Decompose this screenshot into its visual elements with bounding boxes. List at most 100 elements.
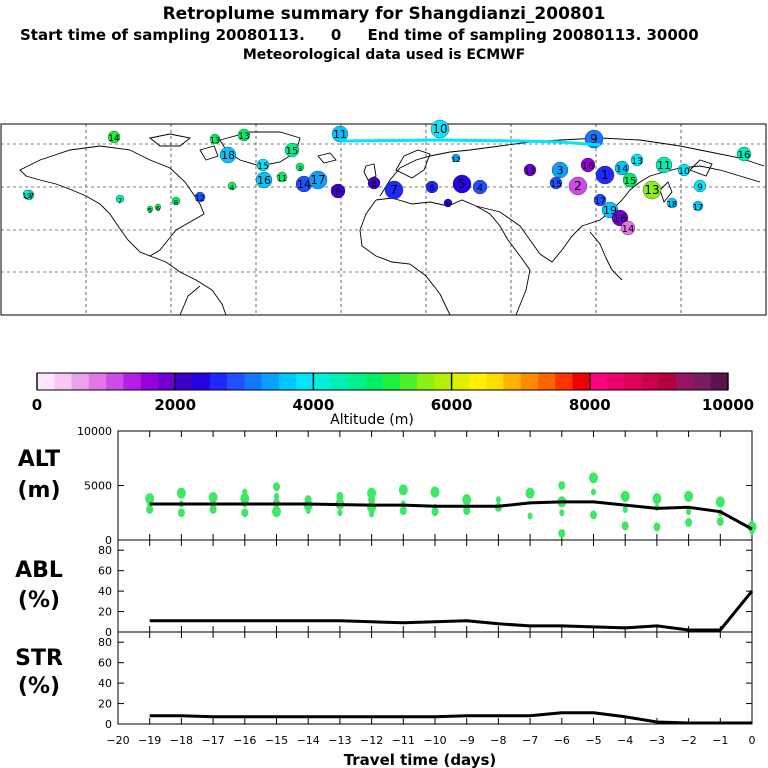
plume-day-label: 7: [390, 183, 398, 197]
plume-marker: [452, 174, 472, 194]
x-tick-label: 0: [749, 734, 756, 747]
plume-day-label: 9: [446, 201, 450, 209]
alt-scatter-point: [527, 512, 533, 520]
colorbar-label: Altitude (m): [330, 412, 414, 428]
plume-day-label: 16: [738, 150, 751, 161]
colorbar-swatch: [710, 373, 729, 390]
alt-scatter-point: [177, 508, 185, 518]
plume-marker: [568, 176, 588, 196]
alt-scatter-point: [747, 521, 757, 533]
plume-marker: [237, 128, 251, 142]
plume-marker: [308, 170, 328, 190]
colorbar-swatch: [382, 373, 401, 390]
plume-day-label: 7: [118, 197, 122, 205]
plume-day-label: 15: [286, 146, 299, 157]
plume-day-label: 17: [594, 197, 605, 207]
colorbar-tick-label: 2000: [154, 396, 196, 414]
colorbar-swatch: [106, 373, 124, 390]
alt-scatter-point: [621, 521, 629, 531]
plume-marker: [194, 191, 206, 203]
alt-scatter-point: [431, 507, 439, 517]
colorbar-swatch: [658, 373, 677, 390]
x-tick-label: −20: [106, 734, 129, 747]
x-tick-label: −12: [360, 734, 383, 747]
colorbar-tick-label: 10000: [702, 396, 754, 414]
alt-scatter-point: [240, 493, 250, 505]
x-tick-label: −17: [201, 734, 224, 747]
alt-scatter-point: [337, 509, 343, 517]
plume-day-label: 14: [616, 164, 629, 175]
series-line-alt: [149, 500, 753, 531]
colorbar-swatch: [244, 373, 262, 390]
plume-day-label: 2: [574, 179, 582, 193]
series-line-str: [149, 711, 752, 725]
plume-day-label: 11: [657, 159, 671, 172]
plume-marker: [284, 142, 300, 158]
map-frame: [0, 123, 767, 316]
plume-marker: [472, 179, 488, 195]
plume-marker: [593, 193, 607, 207]
plume-day-label: 15: [624, 176, 637, 187]
plume-day-label: 10: [678, 167, 690, 177]
alt-scatter-point: [620, 490, 630, 502]
plume-day-label: 11: [524, 167, 535, 177]
plume-day-label: 16: [582, 161, 595, 172]
series-line-abl: [149, 590, 754, 632]
plume-marker: [611, 209, 629, 227]
x-tick-label: −2: [680, 734, 696, 747]
plume-day-label: 17: [310, 173, 325, 187]
plume-day-label: 15: [257, 162, 268, 172]
plume-marker: [256, 158, 270, 172]
y-tick-label: 80: [98, 636, 112, 649]
colorbar-swatch: [451, 373, 470, 390]
plume-marker: [736, 146, 752, 162]
plume-marker: [443, 198, 453, 208]
colorbar-tick-label: 8000: [569, 396, 611, 414]
time-series-panels: ALT (m) 0 5000 10000 ABL (%) 0 20 40 60 80 STR (%) 0 20…: [15, 425, 757, 747]
colorbar-swatch: [347, 373, 366, 390]
alt-scatter-point: [369, 510, 375, 518]
colorbar-tick-labels: 0 2000 4000 6000 8000 10000: [32, 396, 754, 414]
alt-scatter-point: [591, 488, 596, 496]
y-tick-label: 60: [98, 565, 112, 578]
met-data-line: Meteorological data used is ECMWF: [242, 47, 526, 63]
panel-frame: [117, 631, 753, 725]
alt-scatter-point: [558, 481, 566, 490]
x-tick-label: −6: [554, 734, 570, 747]
colorbar-swatch: [572, 373, 591, 390]
alt-scatter-point: [209, 504, 217, 514]
y-tick-label: 0: [105, 626, 112, 639]
chart-title: Retroplume summary for Shangdianzi_20080…: [162, 4, 606, 24]
plume-marker: [107, 130, 121, 144]
x-tick-label: −1: [712, 734, 728, 747]
plume-day-label: 15: [550, 180, 561, 190]
colorbar-tick-label: 6000: [431, 396, 473, 414]
colorbar-swatch: [641, 373, 660, 390]
plume-day-label: 14: [622, 224, 635, 235]
colorbar-tick-label: 0: [32, 396, 42, 414]
colorbar-swatch: [589, 373, 608, 390]
x-tick-label: −4: [617, 734, 633, 747]
alt-scatter-point: [686, 508, 692, 516]
plume-day-label: 18: [221, 149, 235, 162]
map-graticule: [1, 124, 766, 315]
colorbar-swatch: [37, 373, 55, 390]
alt-scatter-point: [304, 495, 312, 505]
plume-day-label: 16: [257, 174, 271, 187]
plume-day-label: 14: [108, 134, 120, 144]
colorbar-swatch: [503, 373, 521, 390]
plume-day-label: 4: [477, 183, 483, 194]
colorbar-swatch: [468, 373, 487, 390]
colorbar-swatch: [278, 373, 297, 390]
alt-scatter-point: [430, 486, 440, 498]
plume-day-label: 8: [174, 199, 178, 207]
plume-marker: [227, 181, 237, 191]
colorbar-swatch: [157, 373, 176, 390]
plume-day-label: 1: [601, 168, 609, 182]
alt-scatter-point: [146, 504, 154, 514]
alt-scatter-point: [715, 496, 725, 508]
plume-day-label: 3: [557, 164, 564, 177]
colorbar-swatch: [209, 373, 228, 390]
x-tick-label: −3: [649, 734, 665, 747]
